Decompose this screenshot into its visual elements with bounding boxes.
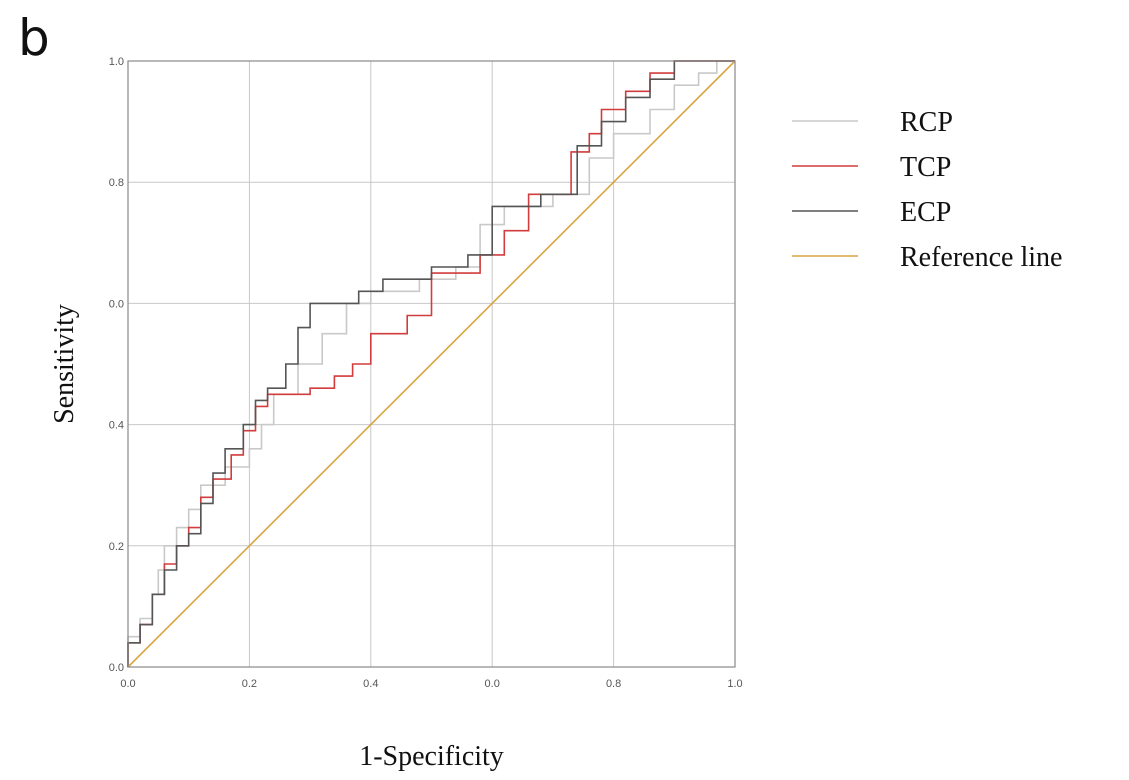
- y-axis-title: Sensitivity: [49, 304, 80, 424]
- y-tick-label: 1.0: [109, 56, 124, 68]
- legend-label: TCP: [900, 152, 951, 183]
- y-tick-label: 0.2: [109, 541, 124, 553]
- x-axis-title: 1-Specificity: [359, 741, 504, 772]
- series-line-reference-line: [127, 60, 736, 668]
- legend-label: Reference line: [900, 242, 1062, 273]
- x-tick-label: 0.2: [242, 678, 257, 690]
- series-line-rcp: [127, 60, 735, 667]
- plot-frame: [127, 60, 736, 668]
- legend-label: ECP: [900, 197, 951, 228]
- tick-labels: 0.0 0.2 0.4 0.0 0.8 1.0 0.0 0.2 0.4 0.0 0.8 1.0: [109, 56, 743, 690]
- series-layer: [127, 60, 736, 668]
- y-tick-label: 0.0: [109, 298, 124, 310]
- x-tick-label: 0.8: [606, 678, 621, 690]
- x-tick-label: 0.0: [485, 678, 500, 690]
- legend-label: RCP: [900, 107, 953, 138]
- legend: RCP TCP ECP Reference line: [792, 107, 1062, 273]
- x-tick-label: 0.4: [363, 678, 378, 690]
- x-tick-label: 0.0: [120, 678, 135, 690]
- x-tick-label: 1.0: [727, 678, 742, 690]
- y-tick-label: 0.4: [109, 420, 124, 432]
- panel-letter: b: [18, 9, 50, 67]
- series-line-ecp: [127, 60, 735, 667]
- y-tick-label: 0.0: [109, 662, 124, 674]
- y-tick-label: 0.8: [109, 177, 124, 189]
